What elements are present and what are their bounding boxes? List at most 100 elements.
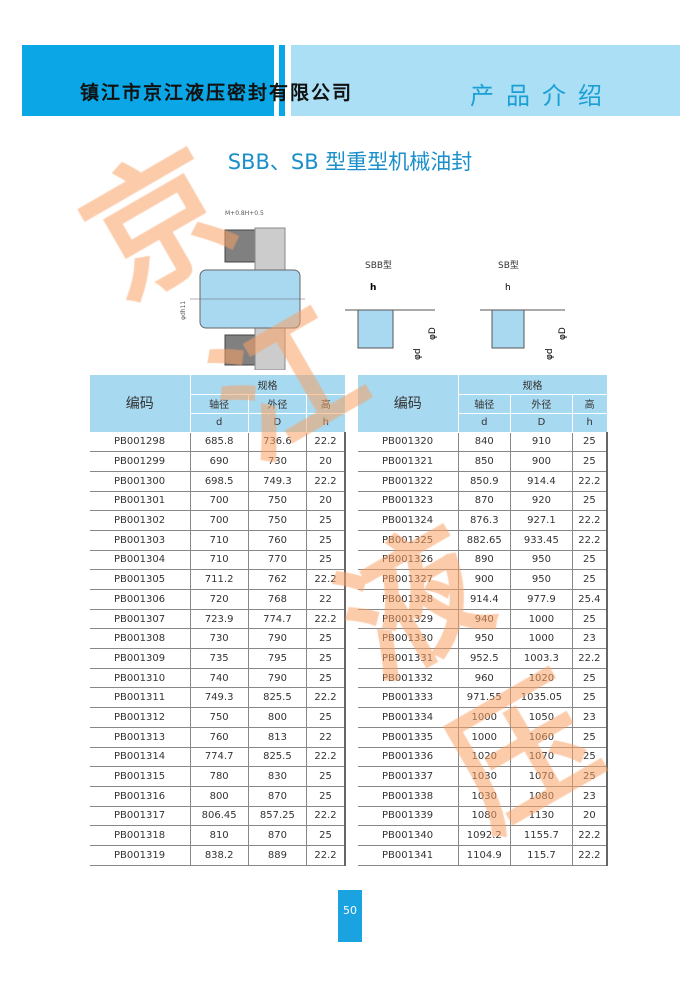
cell-code: PB001305 [90,569,191,590]
cell-outer-D: 1060 [510,727,573,748]
col-d: d [190,413,249,433]
cell-code: PB001309 [90,648,191,669]
cell-code: PB001340 [358,825,459,846]
col-outer: 外径 [248,394,308,414]
cell-outer-D: 870 [248,825,308,846]
table-row: PB001308 730 790 25 [90,628,347,650]
cell-shaft-d: 876.3 [458,510,512,531]
col-spec: 规格 [190,375,346,395]
cell-code: PB001298 [90,432,191,453]
table-row: PB001316 800 870 25 [90,786,347,807]
cell-code: PB001326 [358,550,459,571]
table-row: PB001325 882.65 933.45 22.2 [358,530,608,551]
table-row: PB001340 1092.2 1155.7 22.2 [358,825,608,846]
sbb-outer-label: φD [428,327,438,340]
cell-code: PB001312 [90,707,191,728]
cell-outer-D: 1000 [510,609,573,630]
table-row: PB001337 1030 1070 25 [358,766,608,787]
cell-height-h: 22.2 [306,687,347,709]
cell-shaft-d: 685.8 [190,432,249,453]
cell-outer-D: 920 [510,491,573,512]
sb-label: SB型 [498,260,519,271]
table-row: PB001334 1000 1050 23 [358,707,608,728]
table-row: PB001328 914.4 977.9 25.4 [358,589,608,610]
cell-shaft-d: 810 [190,825,249,846]
table-row: PB001305 711.2 762 22.2 [90,569,347,590]
cell-code: PB001311 [90,687,191,709]
cell-code: PB001327 [358,569,459,590]
cell-code: PB001331 [358,648,459,669]
cell-height-h: 22.2 [306,609,347,630]
table-row: PB001312 750 800 25 [90,707,347,728]
cell-shaft-d: 711.2 [190,569,249,590]
cell-shaft-d: 950 [458,628,512,650]
cell-height-h: 25 [306,648,347,669]
table-row: PB001317 806.45 857.25 22.2 [90,806,347,827]
cell-shaft-d: 700 [190,491,249,512]
cell-outer-D: 750 [248,491,308,512]
sbb-h-label: h [370,283,376,293]
cell-shaft-d: 1000 [458,727,512,748]
cell-height-h: 23 [572,628,608,650]
cell-outer-D: 115.7 [510,845,573,866]
table-row: PB001341 1104.9 115.7 22.2 [358,845,608,866]
cell-outer-D: 750 [248,510,308,531]
cell-height-h: 22 [306,589,347,610]
table-row: PB001315 780 830 25 [90,766,347,787]
table-row: PB001301 700 750 20 [90,491,347,512]
cell-height-h: 25 [572,491,608,512]
cell-shaft-d: 850.9 [458,471,512,492]
cell-outer-D: 825.5 [248,747,308,768]
cell-outer-D: 1070 [510,747,573,768]
cell-code: PB001335 [358,727,459,748]
cell-outer-D: 800 [248,707,308,728]
cell-height-h: 22.2 [306,471,347,492]
sb-h-label: h [505,283,511,293]
cell-shaft-d: 780 [190,766,249,787]
seal-diagram: M+0.8H+0.5 φdh11 SBB型 h φD φd SB型 h φD φ… [180,210,568,370]
cell-code: PB001319 [90,845,191,866]
cell-height-h: 23 [572,786,608,807]
cell-height-h: 25 [572,550,608,571]
cell-outer-D: 790 [248,628,308,650]
table-row: PB001319 838.2 889 22.2 [90,845,347,866]
sbb-label: SBB型 [365,260,392,271]
cell-outer-D: 950 [510,550,573,571]
cell-outer-D: 1020 [510,668,573,689]
cell-code: PB001308 [90,628,191,650]
cell-height-h: 22.2 [572,648,608,669]
cell-code: PB001318 [90,825,191,846]
cell-shaft-d: 971.55 [458,687,512,709]
cell-shaft-d: 750 [190,707,249,728]
table-row: PB001304 710 770 25 [90,550,347,571]
cell-shaft-d: 749.3 [190,687,249,709]
cell-outer-D: 977.9 [510,589,573,610]
col-code: 编码 [358,375,459,433]
cell-outer-D: 900 [510,451,573,472]
cell-height-h: 25 [306,707,347,728]
cell-shaft-d: 1030 [458,786,512,807]
cell-outer-D: 1050 [510,707,573,728]
cell-code: PB001307 [90,609,191,630]
cell-code: PB001317 [90,806,191,827]
cell-outer-D: 914.4 [510,471,573,492]
cell-shaft-d: 700 [190,510,249,531]
install-note: M+0.8H+0.5 [225,210,264,217]
cell-code: PB001332 [358,668,459,689]
cell-height-h: 25 [306,628,347,650]
cell-outer-D: 762 [248,569,308,590]
cell-height-h: 25 [572,687,608,709]
page-number: 50 [338,890,362,942]
cell-shaft-d: 960 [458,668,512,689]
table-row: PB001326 890 950 25 [358,550,608,571]
cell-outer-D: 770 [248,550,308,571]
cell-outer-D: 870 [248,786,308,807]
cell-height-h: 25 [306,786,347,807]
cell-height-h: 22.2 [306,747,347,768]
cell-outer-D: 774.7 [248,609,308,630]
col-d: d [458,413,512,433]
cell-height-h: 22 [306,727,347,748]
table-row: PB001324 876.3 927.1 22.2 [358,510,608,531]
table-row: PB001320 840 910 25 [358,432,608,453]
col-shaft: 轴径 [458,394,512,414]
